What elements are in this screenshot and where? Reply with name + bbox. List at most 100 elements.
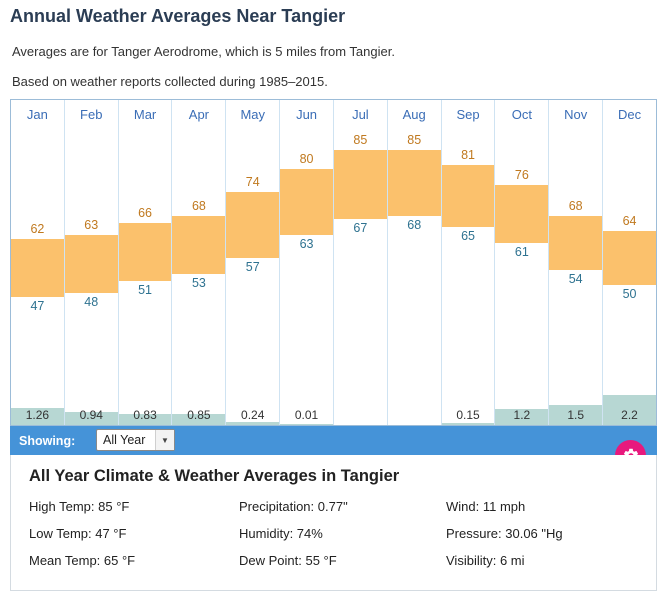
chart-column-aug: Aug 85 68 — [387, 100, 442, 425]
high-temp-label: 85 — [353, 132, 368, 147]
chart-column-apr: Apr 68 53 0.85 — [172, 100, 227, 425]
low-temp-label: 53 — [191, 275, 206, 290]
stat-column: Precipitation: 0.77" Humidity: 74% Dew Poi… — [239, 499, 446, 568]
temp-range-bar — [118, 223, 172, 282]
low-temp-label: 65 — [461, 229, 475, 244]
low-temp-label: 48 — [84, 295, 99, 310]
high-temp-label: 66 — [138, 206, 153, 221]
stat-item: Low Temp: 47 °F — [29, 526, 127, 541]
summary-stats: High Temp: 85 °F Low Temp: 47 °F Mean Temp… — [29, 499, 563, 568]
low-temp-label: 50 — [622, 287, 637, 302]
precip-label: 0.15 — [456, 408, 480, 422]
low-temp-label: 51 — [138, 283, 153, 298]
low-temp-label: 57 — [245, 260, 260, 275]
month-label: Oct — [511, 107, 532, 122]
low-temp-label: 47 — [30, 298, 45, 313]
showing-bar: Showing: All Year ▼ — [10, 426, 657, 455]
precip-label: 1.26 — [25, 408, 50, 422]
temp-range-bar — [11, 238, 64, 297]
month-label: Apr — [188, 107, 210, 122]
chart-column-feb: Feb 63 48 0.94 — [64, 100, 119, 425]
month-label: Mar — [133, 107, 157, 122]
precip-label: 0.24 — [241, 408, 265, 422]
precip-label: 1.5 — [567, 408, 585, 422]
precip-bar — [495, 408, 549, 425]
chart-column-jun: Jun 80 63 0.01 — [280, 100, 334, 425]
precip-bar — [226, 421, 280, 425]
high-temp-label: 68 — [568, 198, 583, 213]
stat-item: Dew Point: 55 °F — [239, 553, 337, 568]
low-temp-label: 67 — [353, 221, 368, 236]
month-label: May — [240, 107, 265, 122]
period-select-value: All Year — [103, 433, 146, 447]
chart-column-dec: Dec 64 50 2.2 — [603, 100, 656, 425]
temp-range-bar — [172, 215, 226, 274]
summary-panel: All Year Climate & Weather Averages in T… — [10, 455, 657, 591]
month-label: Jul — [352, 107, 369, 122]
chart-columns: Jan 62 47 1.26 Feb 63 48 0.94 Mar 66 51 0.83 Apr 68 53… — [11, 100, 656, 425]
precip-label: 0.01 — [294, 408, 319, 422]
high-temp-label: 62 — [30, 221, 45, 236]
high-temp-label: 80 — [299, 152, 314, 167]
precip-bar — [118, 413, 172, 425]
chart-column-nov: Nov 68 54 1.5 — [549, 100, 604, 425]
precip-bar — [172, 413, 226, 425]
temp-range-bar — [441, 165, 495, 228]
month-label: Jun — [296, 107, 318, 122]
temp-range-bar — [280, 169, 333, 235]
stat-item: Visibility: 6 mi — [446, 553, 525, 568]
precip-label: 0.85 — [187, 408, 211, 422]
chart-column-sep: Sep 81 65 0.15 — [441, 100, 496, 425]
high-temp-label: 63 — [84, 217, 99, 232]
temp-range-bar — [64, 234, 118, 294]
low-temp-label: 61 — [514, 244, 529, 259]
weather-chart: Jan 62 47 1.26 Feb 63 48 0.94 Mar 66 51 0.83 Apr 68 53… — [10, 99, 657, 426]
precip-bar — [280, 423, 333, 425]
subtitle-location: Averages are for Tanger Aerodrome, which… — [12, 44, 395, 59]
low-temp-label: 68 — [407, 217, 422, 232]
precip-bar — [64, 412, 118, 425]
stat-item: High Temp: 85 °F — [29, 499, 130, 514]
month-label: Dec — [617, 107, 642, 122]
high-temp-label: 68 — [191, 198, 206, 213]
month-label: Sep — [456, 107, 480, 122]
stat-column: Wind: 11 mph Pressure: 30.06 "Hg Visibilit… — [446, 499, 563, 568]
precip-bar — [549, 404, 603, 425]
page-title: Annual Weather Averages Near Tangier — [10, 6, 346, 26]
stat-column: High Temp: 85 °F Low Temp: 47 °F Mean Temp… — [29, 499, 239, 568]
precip-label: 1.2 — [513, 408, 531, 422]
precip-bar — [603, 395, 656, 425]
high-temp-label: 76 — [514, 167, 529, 182]
high-temp-label: 81 — [461, 148, 475, 163]
month-label: Feb — [80, 107, 103, 122]
chart-column-mar: Mar 66 51 0.83 — [118, 100, 173, 425]
chart-column-oct: Oct 76 61 1.2 — [495, 100, 550, 425]
showing-label: Showing: — [19, 434, 76, 448]
precip-label: 0.83 — [133, 408, 157, 422]
precip-label: 2.2 — [621, 408, 638, 422]
stat-item: Precipitation: 0.77" — [239, 499, 348, 514]
temp-range-bar — [333, 149, 387, 220]
precip-bar — [441, 422, 495, 425]
temp-range-bar — [549, 215, 603, 270]
chart-column-jan: Jan 62 47 1.26 — [11, 100, 65, 425]
stat-item: Pressure: 30.06 "Hg — [446, 526, 563, 541]
high-temp-label: 85 — [407, 132, 422, 147]
period-select[interactable]: All Year ▼ — [96, 429, 175, 451]
month-label: Jan — [26, 107, 48, 122]
subtitle-period: Based on weather reports collected durin… — [12, 74, 328, 89]
precip-bar — [11, 408, 64, 425]
month-label: Aug — [402, 107, 426, 122]
precip-label: 0.94 — [79, 408, 103, 422]
high-temp-label: 64 — [622, 214, 637, 229]
temp-range-bar — [387, 149, 441, 216]
month-label: Nov — [564, 107, 588, 122]
high-temp-label: 74 — [245, 175, 260, 190]
stat-item: Wind: 11 mph — [446, 499, 526, 514]
summary-heading: All Year Climate & Weather Averages in T… — [29, 467, 400, 485]
chart-column-may: May 74 57 0.24 — [226, 100, 281, 425]
chart-column-jul: Jul 85 67 — [333, 100, 388, 425]
chevron-down-icon: ▼ — [155, 430, 174, 450]
stat-item: Humidity: 74% — [239, 526, 323, 541]
